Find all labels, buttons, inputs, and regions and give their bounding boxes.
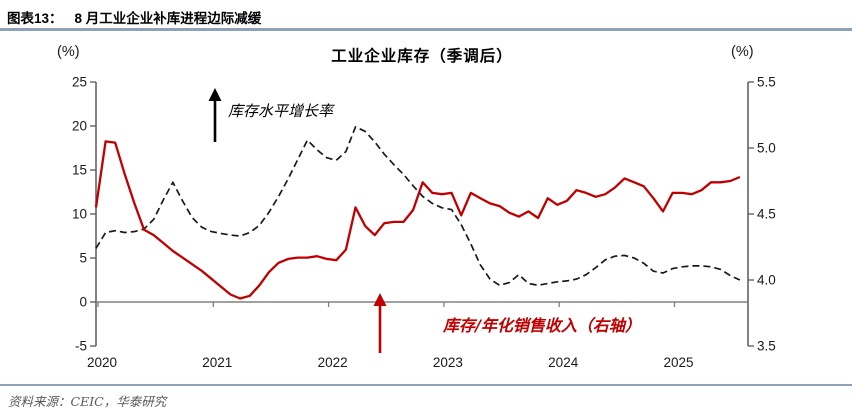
right-axis-unit: (%) xyxy=(731,44,754,60)
series-group xyxy=(94,126,741,300)
header-divider xyxy=(0,28,852,31)
source-note: 资料来源：CEIC，华泰研究 xyxy=(8,394,167,409)
x-axis-year-label: 2023 xyxy=(433,355,463,370)
x-axis-year-label: 2021 xyxy=(202,355,232,370)
x-axis-year-label: 2022 xyxy=(318,355,348,370)
left-axis-tick-label: 25 xyxy=(72,75,87,90)
annotation-red-series-label: 库存/年化销售收入（右轴） xyxy=(443,316,641,335)
axes-group: 25 20 15 10 5 0 -5 5.5 5.0 4.5 4.0 3.5 2020 2021 2022 2… xyxy=(72,75,776,371)
left-axis-tick-label: 15 xyxy=(72,163,87,178)
left-axis-tick-label: 5 xyxy=(79,251,87,266)
right-axis-tick-label: 4.5 xyxy=(757,207,776,222)
right-axis-tick-label: 4.0 xyxy=(757,273,776,288)
x-axis-year-label: 2025 xyxy=(663,355,693,370)
footer-divider xyxy=(0,384,852,386)
figure-header: 图表13： 8 月工业企业补库进程边际减缓 xyxy=(7,7,261,27)
right-axis-tick-label: 3.5 xyxy=(757,339,776,354)
series-line-dashed xyxy=(95,126,741,287)
series-line-solid xyxy=(94,140,741,300)
left-axis-unit: (%) xyxy=(57,44,80,60)
right-axis-tick-label: 5.5 xyxy=(757,75,776,90)
figure-title: 8 月工业企业补库进程边际减缓 xyxy=(74,11,262,26)
left-axis-tick-label: 20 xyxy=(72,119,87,134)
x-axis-year-label: 2024 xyxy=(548,355,579,370)
black-up-arrow xyxy=(208,88,222,142)
x-axis-year-label: 2020 xyxy=(87,355,117,370)
left-axis-tick-label: 10 xyxy=(72,207,87,222)
red-up-arrow xyxy=(373,293,387,353)
left-axis-tick-label: 0 xyxy=(79,295,87,310)
left-axis-tick-label: -5 xyxy=(75,339,87,354)
chart-title: 工业企业库存（季调后） xyxy=(331,46,513,65)
right-axis-tick-label: 5.0 xyxy=(757,141,776,156)
figure-number: 图表13： xyxy=(7,11,63,26)
annotation-black-series-label: 库存水平增长率 xyxy=(228,102,334,120)
